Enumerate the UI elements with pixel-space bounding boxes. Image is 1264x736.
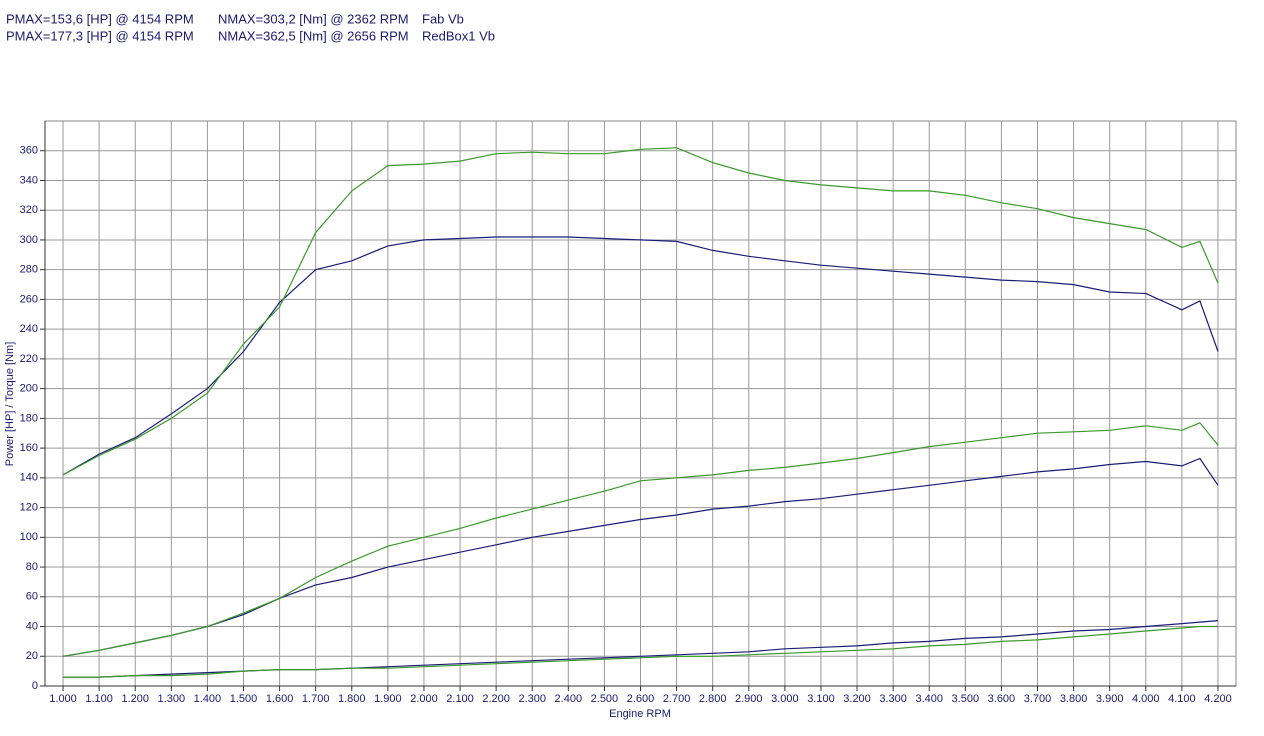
legend-entry: Fab Vb — [422, 11, 464, 26]
y-tick-label: 200 — [20, 383, 38, 395]
x-tick-label: 3.600 — [988, 693, 1016, 705]
x-tick-label: 1.500 — [230, 693, 258, 705]
y-axis-label: Power [HP] / Torque [Nm] — [4, 342, 16, 467]
power-line — [62, 422, 1219, 657]
x-tick-label: 2.200 — [482, 693, 510, 705]
y-tick-label: 120 — [20, 501, 38, 513]
y-tick-label: 60 — [26, 591, 38, 603]
x-tick-label: 2.300 — [518, 693, 546, 705]
x-tick-label: 2.000 — [410, 693, 438, 705]
torque-line — [62, 236, 1219, 476]
x-tick-label: 1.100 — [85, 693, 113, 705]
torque-line — [62, 147, 1219, 476]
x-tick-label: 2.800 — [699, 693, 727, 705]
pmax-label: PMAX=153,6 [HP] @ 4154 RPM — [6, 11, 194, 26]
x-tick-label: 4.100 — [1168, 693, 1196, 705]
x-tick-label: 3.400 — [915, 693, 943, 705]
y-tick-label: 360 — [20, 145, 38, 157]
y-tick-label: 140 — [20, 472, 38, 484]
x-tick-label: 1.400 — [194, 693, 222, 705]
x-tick-label: 3.900 — [1096, 693, 1124, 705]
legend-entry: RedBox1 Vb — [422, 28, 495, 43]
y-tick-label: 340 — [20, 174, 38, 186]
x-tick-label: 3.800 — [1060, 693, 1088, 705]
y-tick-label: 20 — [26, 650, 38, 662]
x-tick-label: 1.300 — [158, 693, 186, 705]
x-tick-label: 2.500 — [591, 693, 619, 705]
x-axis-label: Engine RPM — [609, 708, 671, 720]
y-tick-label: 160 — [20, 442, 38, 454]
x-tick-label: 3.300 — [879, 693, 907, 705]
x-tick-label: 3.200 — [843, 693, 871, 705]
x-tick-label: 2.100 — [446, 693, 474, 705]
y-tick-label: 80 — [26, 561, 38, 573]
y-tick-label: 280 — [20, 264, 38, 276]
y-tick-label: 100 — [20, 531, 38, 543]
nmax-label: NMAX=362,5 [Nm] @ 2656 RPM — [218, 28, 409, 43]
y-tick-label: 40 — [26, 620, 38, 632]
y-tick-label: 300 — [20, 234, 38, 246]
y-tick-label: 220 — [20, 353, 38, 365]
x-tick-label: 1.200 — [121, 693, 149, 705]
y-tick-label: 180 — [20, 412, 38, 424]
loss-line — [63, 625, 1218, 678]
x-tick-label: 3.500 — [952, 693, 980, 705]
nmax-label: NMAX=303,2 [Nm] @ 2362 RPM — [218, 11, 409, 26]
y-tick-label: 240 — [20, 323, 38, 335]
x-tick-label: 1.900 — [374, 693, 402, 705]
x-tick-label: 1.800 — [338, 693, 366, 705]
x-tick-label: 4.200 — [1204, 693, 1232, 705]
x-tick-label: 1.000 — [49, 693, 77, 705]
pmax-label: PMAX=177,3 [HP] @ 4154 RPM — [6, 28, 194, 43]
x-tick-label: 1.700 — [302, 693, 330, 705]
power-line — [62, 457, 1219, 657]
x-tick-label: 3.100 — [807, 693, 835, 705]
y-tick-label: 0 — [32, 680, 38, 692]
x-tick-label: 2.700 — [663, 693, 691, 705]
x-tick-label: 2.400 — [555, 693, 583, 705]
x-tick-label: 3.700 — [1024, 693, 1052, 705]
x-tick-label: 4.000 — [1132, 693, 1160, 705]
y-tick-label: 260 — [20, 293, 38, 305]
x-tick-label: 2.600 — [627, 693, 655, 705]
x-tick-label: 2.900 — [735, 693, 763, 705]
y-tick-label: 320 — [20, 204, 38, 216]
x-tick-label: 3.000 — [771, 693, 799, 705]
x-tick-label: 1.600 — [266, 693, 294, 705]
